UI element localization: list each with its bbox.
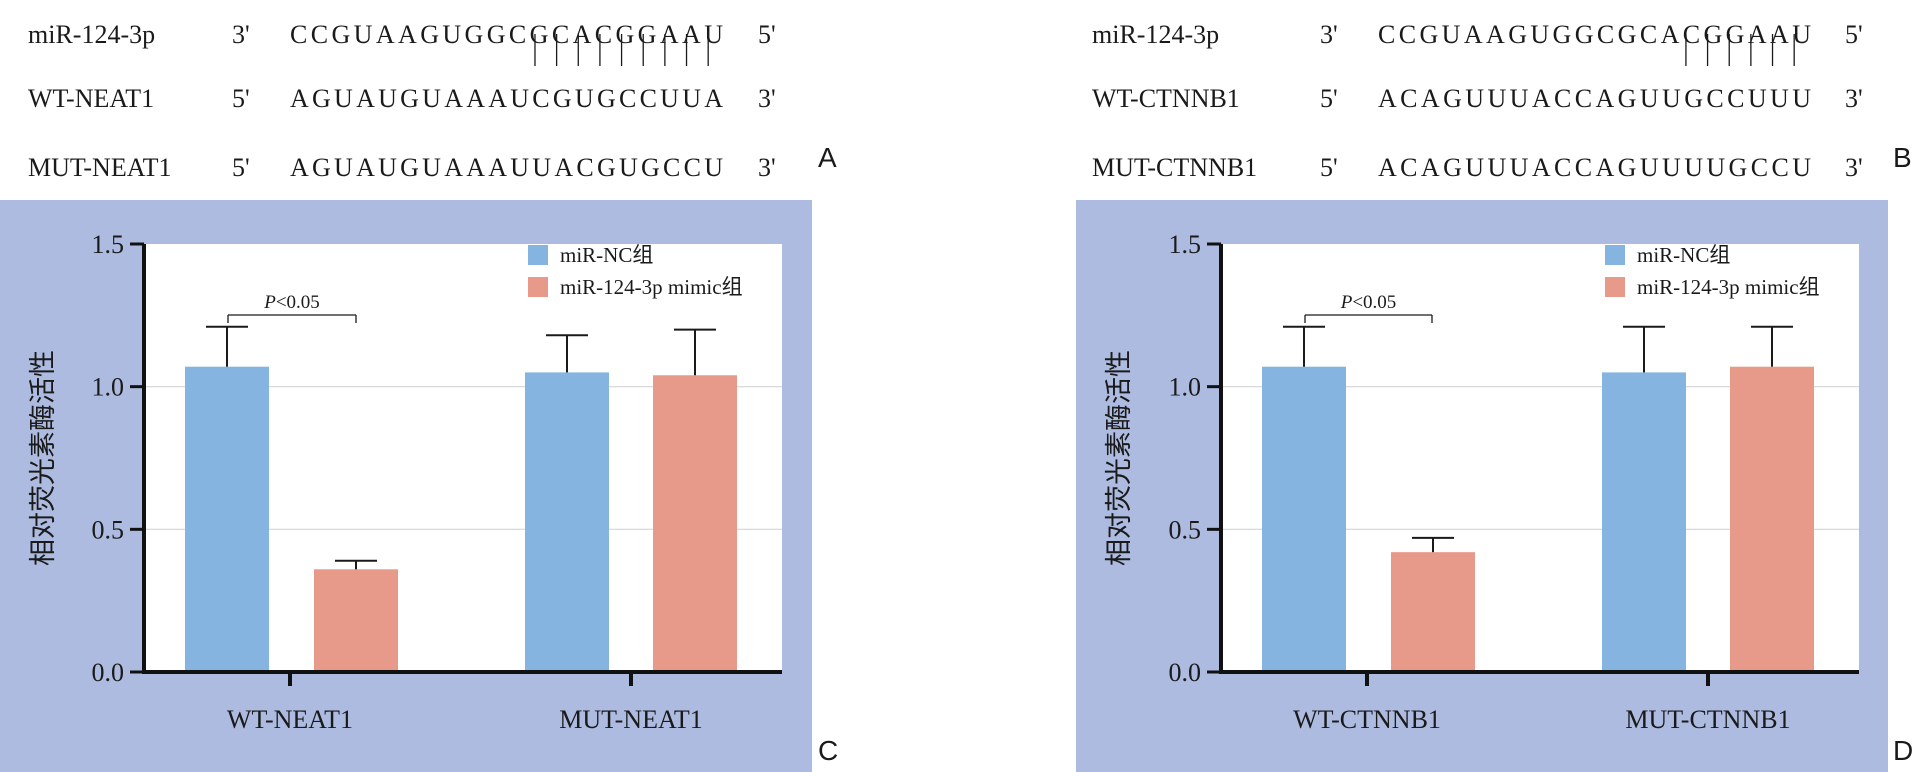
panel-letter: C — [818, 735, 838, 766]
y-tick-label: 1.0 — [1169, 373, 1202, 402]
chart-panel-c: 0.0 0.5 1.0 1.5 WT-NEAT1 MUT-NEAT1 相对荧光素酶活性 miR… — [0, 200, 838, 772]
sequence-text: ACAGUUUACCAGUUGCCUUU — [1378, 84, 1811, 113]
sequence-end-right: 3' — [1845, 84, 1863, 113]
panel-letter: B — [1893, 142, 1912, 173]
sequence-panel-a: miR-124-3p 3' CCGUAAGUGGCGCACGGAAU 5' WT-NEA… — [28, 20, 837, 182]
legend-swatch — [1605, 245, 1625, 265]
significance-label: P<0.05 — [263, 292, 320, 313]
chart-panel-d: 0.0 0.5 1.0 1.5 WT-CTNNB1 MUT-CTNNB1 相对荧光素酶活性 m… — [1076, 200, 1913, 772]
legend-label: miR-NC组 — [1637, 243, 1730, 267]
sequence-name: WT-CTNNB1 — [1092, 84, 1240, 113]
bar — [1730, 366, 1814, 672]
panel-letter: A — [818, 142, 837, 173]
y-axis-label: 相对荧光素酶活性 — [28, 350, 59, 566]
sequence-name: WT-NEAT1 — [28, 84, 154, 113]
sequence-end-right: 5' — [758, 20, 776, 49]
panel-letter: D — [1893, 735, 1913, 766]
y-tick-label: 0.5 — [1169, 515, 1202, 544]
y-tick-label: 0.0 — [92, 658, 125, 687]
sequence-text: CCGUAAGUGGCGCACGGAAU — [1378, 20, 1811, 49]
x-tick-label: MUT-NEAT1 — [559, 705, 702, 734]
x-tick-label: WT-NEAT1 — [227, 705, 353, 734]
sequence-text: AGUAUGUAAAUUACGUGCCU — [290, 153, 723, 182]
sequence-name: miR-124-3p — [1092, 20, 1219, 49]
y-tick-label: 1.0 — [92, 373, 125, 402]
legend-swatch — [1605, 277, 1625, 297]
y-tick-label: 1.5 — [92, 230, 125, 259]
legend-label: miR-124-3p mimic组 — [1637, 275, 1820, 299]
legend-swatch — [528, 277, 548, 297]
sequence-end-right: 3' — [1845, 153, 1863, 182]
x-tick-label: MUT-CTNNB1 — [1625, 705, 1790, 734]
y-tick-label: 0.5 — [92, 515, 125, 544]
significance-label: P<0.05 — [1340, 292, 1397, 313]
sequence-text: CCGUAAGUGGCGCACGGAAU — [290, 20, 723, 49]
sequence-end-left: 5' — [232, 153, 250, 182]
sequence-end-left: 5' — [232, 84, 250, 113]
y-tick-label: 1.5 — [1169, 230, 1202, 259]
bar — [314, 569, 398, 672]
bar — [1391, 552, 1475, 672]
y-tick-label: 0.0 — [1169, 658, 1202, 687]
bar — [653, 375, 737, 672]
sequence-end-right: 3' — [758, 84, 776, 113]
sequence-text: AGUAUGUAAAUCGUGCCUUA — [290, 84, 723, 113]
legend-swatch — [528, 245, 548, 265]
sequence-end-right: 3' — [758, 153, 776, 182]
sequence-end-left: 5' — [1320, 84, 1338, 113]
sequence-panel-b: miR-124-3p 3' CCGUAAGUGGCGCACGGAAU 5' WT-CTN… — [1092, 20, 1912, 182]
sequence-end-left: 5' — [1320, 153, 1338, 182]
sequence-text: ACAGUUUACCAGUUUUGCCU — [1378, 153, 1811, 182]
sequence-end-left: 3' — [232, 20, 250, 49]
sequence-name: MUT-NEAT1 — [28, 153, 171, 182]
y-axis-label: 相对荧光素酶活性 — [1104, 350, 1135, 566]
bar — [185, 366, 269, 672]
bar — [1602, 372, 1686, 672]
legend-label: miR-124-3p mimic组 — [560, 275, 743, 299]
sequence-end-right: 5' — [1845, 20, 1863, 49]
sequence-name: miR-124-3p — [28, 20, 155, 49]
x-tick-label: WT-CTNNB1 — [1293, 705, 1441, 734]
bar — [525, 372, 609, 672]
legend-label: miR-NC组 — [560, 243, 653, 267]
sequence-end-left: 3' — [1320, 20, 1338, 49]
sequence-name: MUT-CTNNB1 — [1092, 153, 1257, 182]
bar — [1262, 366, 1346, 672]
